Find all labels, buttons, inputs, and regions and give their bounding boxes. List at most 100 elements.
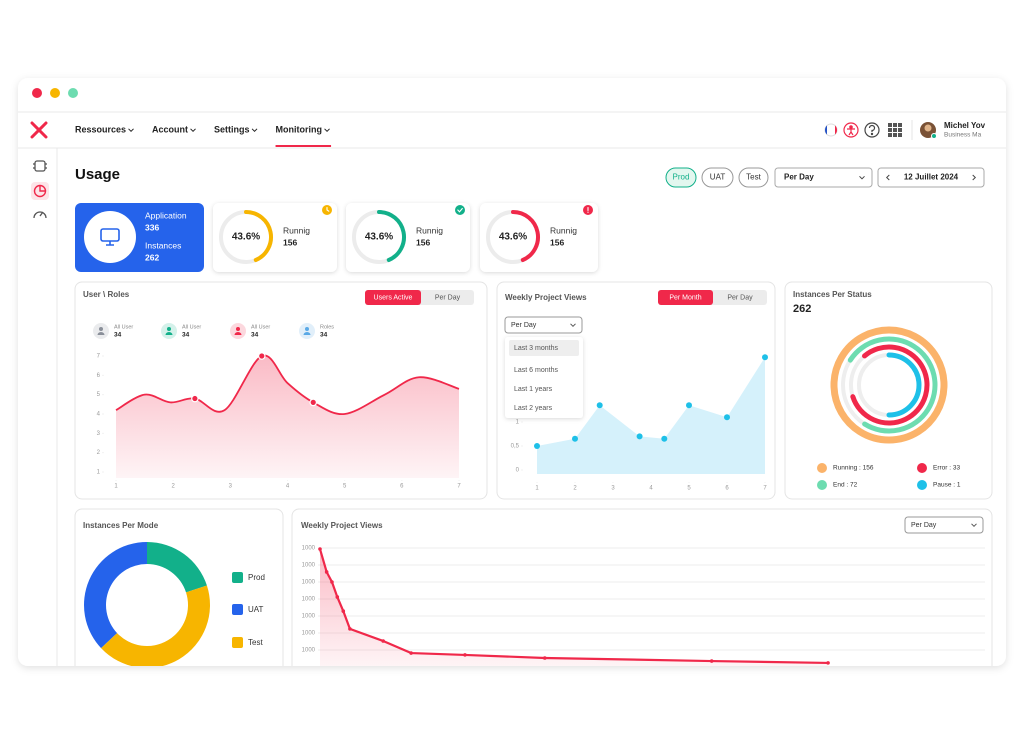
user-name: Michel Yov	[944, 121, 986, 130]
dropdown-option[interactable]: Last 2 years	[514, 405, 553, 412]
toggle-active[interactable]	[658, 290, 713, 305]
legend-icon	[167, 327, 171, 331]
summary-label: Instances	[145, 240, 181, 250]
gauge-arc	[511, 210, 540, 263]
monitor-icon	[106, 241, 114, 246]
toggle-active[interactable]	[365, 290, 421, 305]
menu-item[interactable]: Monitoring	[276, 124, 323, 134]
line	[115, 354, 460, 415]
menu-item[interactable]: Ressources	[75, 124, 126, 134]
select-label[interactable]: Per Day	[511, 322, 537, 329]
y-tick-label: 7	[97, 354, 101, 360]
sidebar-icon[interactable]	[33, 184, 47, 198]
summary-icon-bg	[84, 211, 136, 263]
legend-label: End : 72	[833, 482, 858, 489]
status-badge-icon	[326, 206, 330, 212]
x-tick-label: 7	[763, 486, 767, 492]
select-box[interactable]	[504, 316, 583, 334]
close-dot[interactable]	[32, 88, 42, 98]
y-tick-label: 1	[97, 470, 101, 476]
env-button-label[interactable]: Test	[746, 173, 761, 182]
point	[324, 570, 329, 574]
point	[463, 653, 467, 657]
toggle-option[interactable]: Users Active	[374, 294, 413, 301]
select-label[interactable]: Per Day	[911, 522, 937, 529]
menu-item[interactable]: Settings	[214, 124, 250, 134]
avatar[interactable]	[920, 122, 937, 139]
sidebar-icon[interactable]	[33, 160, 47, 172]
legend-icon	[165, 332, 173, 335]
menu-item[interactable]: Account	[152, 124, 188, 134]
env-button[interactable]	[701, 167, 734, 188]
gauge-count: 156	[416, 237, 430, 247]
chevron	[324, 128, 330, 133]
env-button-label[interactable]: Prod	[673, 173, 690, 182]
legend-value: 34	[320, 332, 328, 339]
x-tick-label: 2	[573, 486, 577, 492]
legend-label: Error : 33	[933, 465, 960, 472]
x-tick-label: 1	[535, 486, 539, 492]
x-tick-label: 5	[687, 486, 691, 492]
point	[191, 394, 199, 403]
x-tick-label: 3	[611, 486, 615, 492]
legend-dot	[817, 463, 827, 473]
gauge-card	[213, 203, 337, 272]
point	[826, 661, 830, 665]
chevron	[128, 128, 134, 133]
env-button[interactable]	[665, 167, 697, 188]
flag-icon[interactable]	[824, 123, 838, 137]
point	[348, 627, 352, 631]
legend-swatch	[232, 572, 243, 583]
point	[661, 435, 668, 442]
point	[534, 443, 540, 449]
point	[724, 414, 730, 421]
y-tick-label: 1000	[302, 631, 316, 637]
period-select[interactable]	[774, 167, 873, 188]
donut-segment	[101, 585, 211, 666]
dropdown-option[interactable]: Last 3 months	[514, 345, 558, 352]
toggle-option[interactable]: Per Month	[669, 294, 701, 301]
legend-icon	[99, 327, 103, 331]
help-icon[interactable]	[864, 122, 880, 138]
y-tick-label: 1000	[302, 563, 316, 569]
logo[interactable]	[30, 121, 48, 139]
dropdown-option[interactable]: Last 1 years	[514, 386, 553, 393]
dropdown-option[interactable]: Last 6 months	[514, 367, 558, 374]
maximize-dot[interactable]	[68, 88, 78, 98]
summary-value: 262	[145, 252, 159, 262]
toggle-option[interactable]: Per Day	[435, 294, 461, 301]
panel-title: Instances Per Mode	[83, 521, 159, 530]
date-picker[interactable]	[877, 167, 985, 188]
legend-label: All User	[251, 324, 270, 330]
gauge-label: Runnig	[550, 225, 577, 235]
date-label[interactable]: 12 Juillet 2024	[904, 173, 959, 182]
gauge-count: 156	[550, 237, 564, 247]
accessibility-icon[interactable]	[843, 122, 859, 138]
env-button[interactable]	[738, 167, 769, 188]
legend-label: Running : 156	[833, 465, 874, 472]
env-button-label[interactable]: UAT	[710, 173, 726, 182]
chevron	[885, 174, 890, 181]
sidebar-icon[interactable]	[33, 211, 47, 219]
legend-swatch	[232, 637, 243, 648]
point	[762, 354, 768, 361]
point	[709, 659, 714, 663]
y-tick-label: 1000	[302, 546, 316, 552]
y-tick-label: 1000	[302, 648, 316, 654]
window-content: Ressources Account Settings Monitoring Miche…	[18, 88, 1006, 666]
x-tick-label: 4	[649, 486, 653, 492]
minimize-dot[interactable]	[50, 88, 60, 98]
legend-icon	[236, 327, 240, 331]
active-underline	[275, 145, 332, 147]
select-box[interactable]	[904, 516, 984, 534]
apps-icon[interactable]	[888, 123, 902, 137]
point	[572, 435, 578, 442]
legend-icon	[303, 332, 311, 335]
toggle-option[interactable]: Per Day	[727, 294, 753, 301]
area-fill	[116, 355, 459, 478]
period-select-label[interactable]: Per Day	[784, 173, 814, 182]
legend-icon	[97, 332, 105, 335]
x-tick-label: 4	[286, 484, 290, 490]
gauge-value: 43.6%	[365, 232, 393, 243]
